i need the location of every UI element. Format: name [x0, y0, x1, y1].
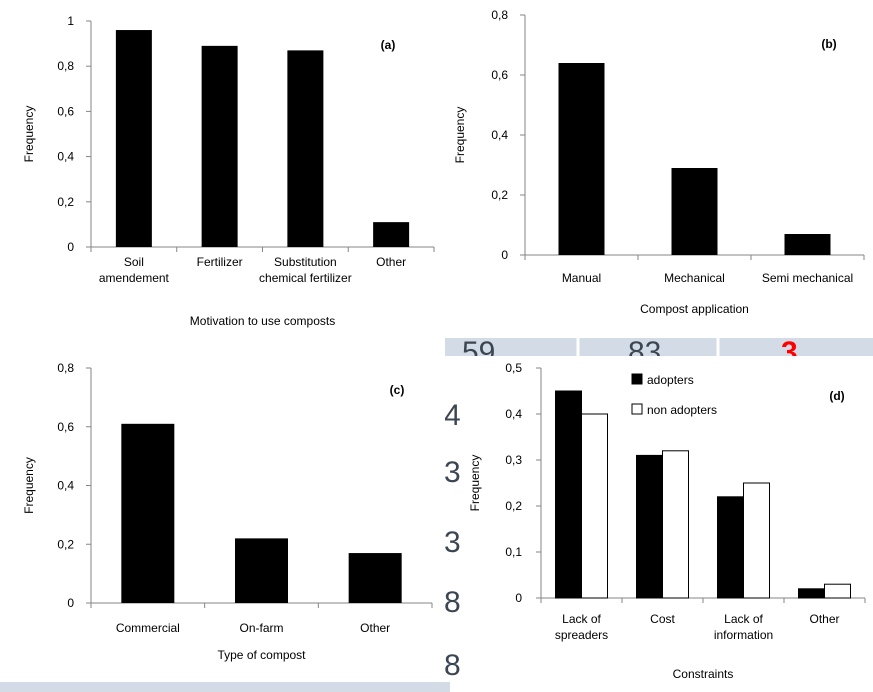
y-tick-label: 1 [67, 14, 74, 28]
bar [373, 222, 410, 247]
y-tick-label: 0,4 [57, 479, 74, 493]
table-cell-value: 3 [444, 456, 461, 489]
y-tick-label: 0 [515, 591, 522, 605]
x-axis-title: Type of compost [217, 648, 306, 662]
y-tick-label: 0 [67, 596, 74, 610]
bar-non-adopters [824, 583, 851, 599]
y-tick-label: 0,4 [505, 407, 522, 421]
chart-a: 0 0,2 0,4 0,6 0,8 1 Soil amendement Fertilizer Su… [22, 14, 435, 328]
x-category-label: Lack of [724, 612, 763, 626]
x-category-label: amendement [99, 271, 170, 285]
x-category-label: Semi mechanical [762, 271, 853, 285]
panel-label: (c) [390, 383, 405, 397]
bar [558, 63, 605, 255]
y-tick-label: 0,8 [57, 361, 74, 375]
bar [121, 423, 175, 603]
y-tick-label: 0,6 [57, 104, 74, 118]
legend-label: non adopters [647, 403, 717, 417]
x-category-label: Soil [124, 255, 144, 269]
bar [235, 538, 288, 603]
bar [287, 50, 324, 247]
x-category-label: Mechanical [664, 271, 725, 285]
y-tick-label: 0,2 [491, 188, 508, 202]
bar [115, 30, 152, 247]
y-tick-label: 0 [67, 240, 74, 254]
chart-b: 0 0,2 0,4 0,6 0,8 Manual Mechanical Semi mechan… [453, 8, 865, 316]
y-tick-label: 0,3 [505, 453, 522, 467]
x-axis-title: Constraints [673, 667, 734, 681]
table-cell-value: 4 [444, 399, 461, 432]
y-axis-title: Frequency [453, 107, 467, 164]
legend-swatch [631, 403, 643, 415]
legend-swatch [631, 373, 643, 385]
bar [784, 234, 831, 255]
y-tick-label: 0,8 [57, 59, 74, 73]
bar-adopters [717, 496, 744, 599]
x-category-label: Lack of [562, 612, 601, 626]
y-tick-label: 0,6 [57, 420, 74, 434]
chart-panel-d: 0 0,1 0,2 0,3 0,4 0,5 adopters non adopters Lack… [460, 356, 873, 692]
table-cell-value: 8 [444, 586, 461, 619]
table-cell-value: 3 [444, 526, 461, 559]
y-tick-label: 0,8 [491, 8, 508, 22]
x-category-label: spreaders [555, 628, 608, 642]
bar-non-adopters [581, 413, 608, 599]
x-category-label: Manual [562, 271, 601, 285]
y-tick-label: 0 [501, 248, 508, 262]
y-tick-label: 0,2 [57, 537, 74, 551]
x-axis-title: Compost application [640, 302, 749, 316]
bar-adopters [798, 588, 825, 599]
panel-label: (a) [381, 38, 396, 52]
x-category-label: chemical fertilizer [259, 271, 352, 285]
y-tick-label: 0,5 [505, 361, 522, 375]
bar [348, 553, 402, 603]
panel-label: (b) [821, 37, 836, 51]
x-category-label: Commercial [116, 621, 180, 635]
bar [671, 168, 718, 255]
legend-label: adopters [647, 373, 694, 387]
table-band-row [445, 338, 873, 356]
y-tick-label: 0,4 [491, 128, 508, 142]
chart-d: 0 0,1 0,2 0,3 0,4 0,5 adopters non adopters Lack… [468, 361, 866, 681]
y-axis-title: Frequency [22, 106, 36, 163]
table-cell-value: 8 [444, 649, 461, 682]
bar [201, 45, 238, 247]
x-category-label: Cost [650, 612, 675, 626]
chart-panel-b: 0 0,2 0,4 0,6 0,8 Manual Mechanical Semi mechan… [445, 0, 873, 338]
bar-adopters [555, 390, 582, 599]
y-tick-label: 0,2 [505, 499, 522, 513]
y-tick-label: 0,6 [491, 68, 508, 82]
y-tick-label: 0,2 [57, 195, 74, 209]
bar-non-adopters [743, 482, 770, 599]
x-category-label: Other [376, 255, 406, 269]
x-category-label: On-farm [239, 621, 283, 635]
x-category-label: Other [809, 612, 839, 626]
x-category-label: Substitution [274, 255, 337, 269]
x-category-label: Other [360, 621, 390, 635]
chart-c: 0 0,2 0,4 0,6 0,8 Commercial On-farm Other Frequ… [22, 361, 433, 662]
y-axis-title: Frequency [22, 457, 36, 514]
y-axis-title: Frequency [468, 455, 482, 512]
table-band-row [0, 682, 450, 692]
bar-non-adopters [662, 450, 689, 599]
x-category-label: Fertilizer [197, 255, 243, 269]
chart-panel-c: 0 0,2 0,4 0,6 0,8 Commercial On-farm Other Frequ… [0, 345, 445, 682]
x-axis-title: Motivation to use composts [190, 314, 335, 328]
chart-panel-a: 0 0,2 0,4 0,6 0,8 1 Soil amendement Fertilizer Su… [0, 0, 445, 345]
panel-label: (d) [829, 389, 844, 403]
x-category-label: information [714, 628, 773, 642]
y-tick-label: 0,4 [57, 150, 74, 164]
bar-adopters [636, 454, 663, 599]
y-tick-label: 0,1 [505, 545, 522, 559]
